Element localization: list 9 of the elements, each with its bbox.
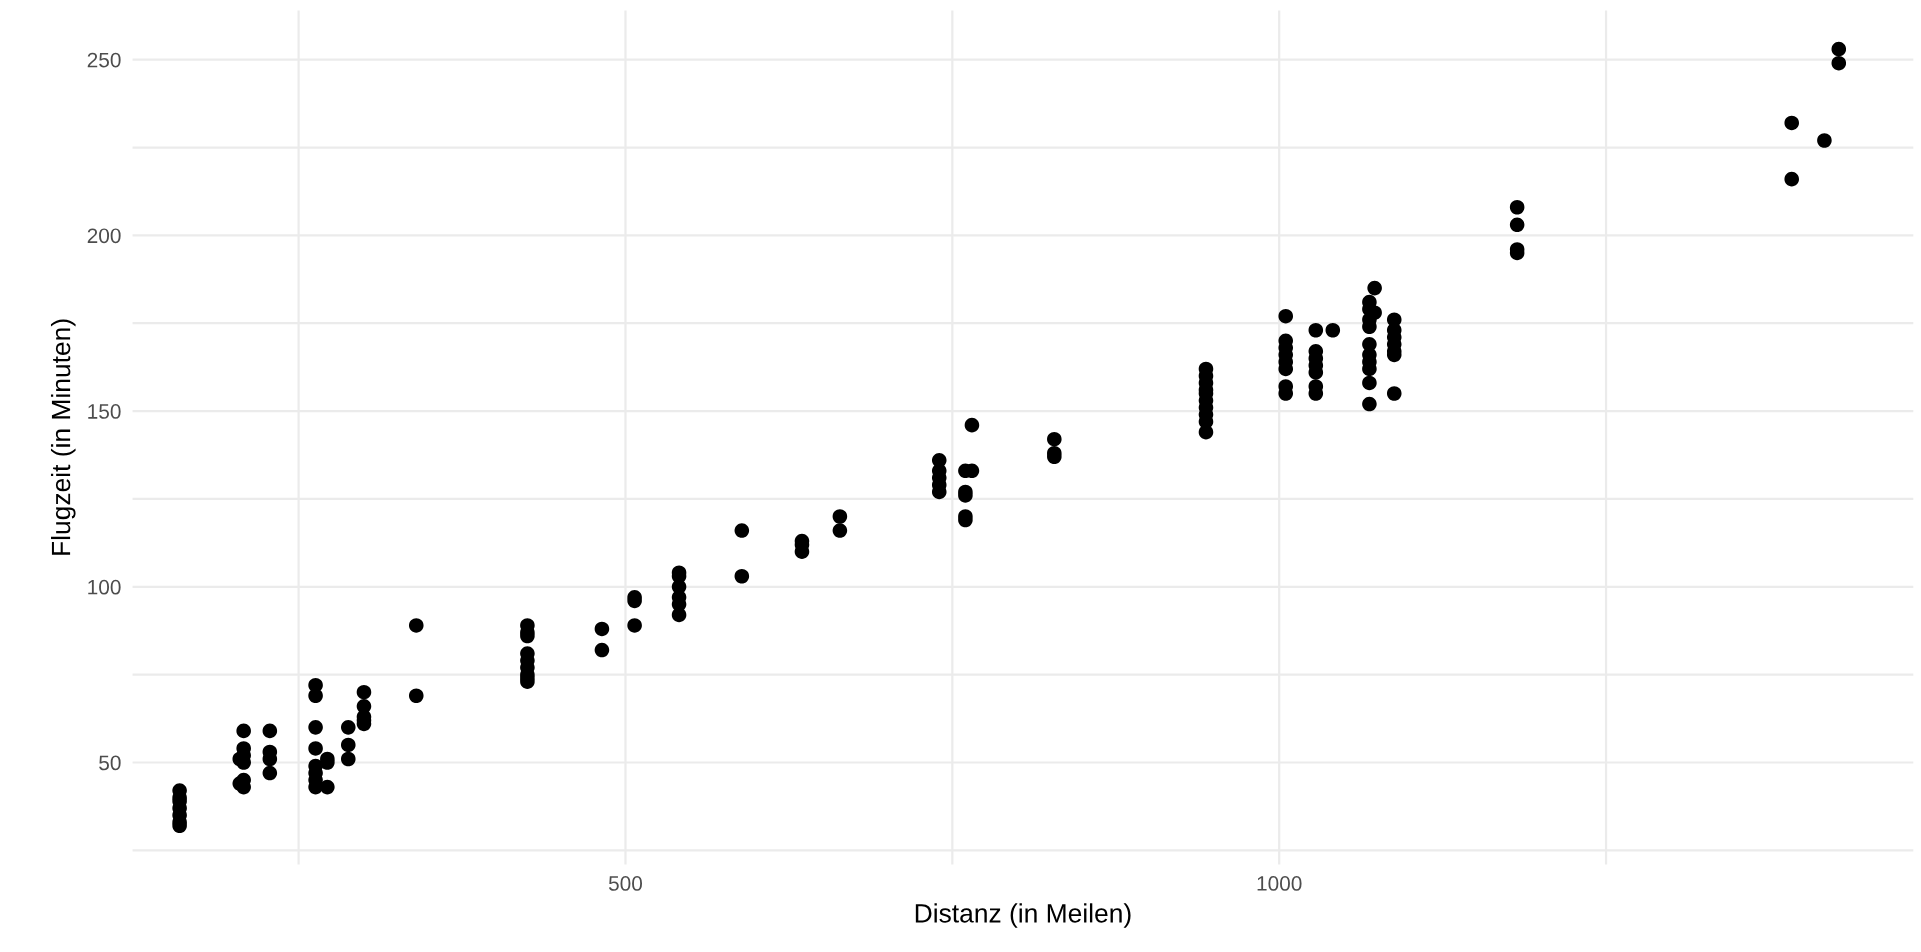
x-tick-label: 500 xyxy=(608,876,643,891)
y-tick-label: 100 xyxy=(88,579,121,595)
y-tick-label: 150 xyxy=(88,404,121,419)
x-axis-title: Distanz (in Meilen) xyxy=(915,903,1131,928)
y-axis-title: Flugzeit (in Minuten) xyxy=(50,319,76,555)
y-tick-label: 50 xyxy=(99,755,121,771)
y-tick-label: 200 xyxy=(87,228,121,244)
y-tick-label: 250 xyxy=(87,52,121,68)
x-tick-label: 1000 xyxy=(1257,876,1302,891)
